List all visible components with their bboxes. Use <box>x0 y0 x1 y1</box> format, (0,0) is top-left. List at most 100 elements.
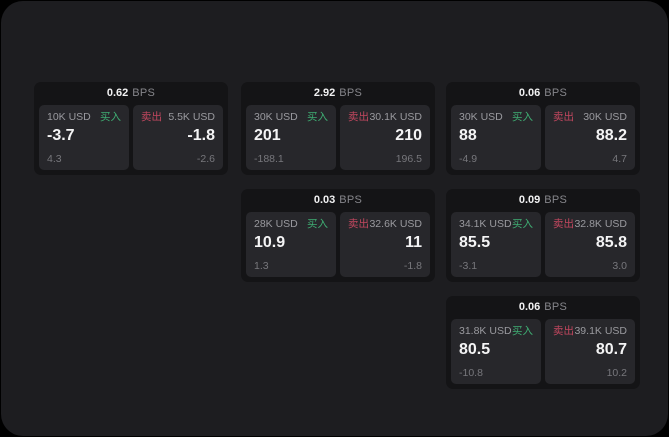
bps-value: 0.06 <box>518 87 541 99</box>
sell-panel[interactable]: 卖出 30.1K USD 210 196.5 <box>340 105 430 170</box>
buy-value: 85.5 <box>459 233 491 251</box>
buy-tag: 买入 <box>100 111 121 123</box>
sell-panel-header: 卖出 32.6K USD <box>348 219 422 230</box>
buy-value: 201 <box>254 126 281 144</box>
quote-card: 0.09 BPS 34.1K USD 买入 85.5 -3.1 卖出 32.8K… <box>446 189 640 282</box>
sell-panel-header: 卖出 32.8K USD <box>553 219 627 230</box>
buy-amount: 28K USD <box>254 218 298 230</box>
buy-delta: -3.1 <box>459 259 478 272</box>
quote-panels: 30K USD 买入 201 -188.1 卖出 30.1K USD 210 1… <box>246 105 430 170</box>
buy-amount: 30K USD <box>459 111 503 123</box>
buy-panel[interactable]: 10K USD 买入 -3.7 4.3 <box>39 105 129 170</box>
sell-value: 80.7 <box>595 340 627 358</box>
bps-header: 0.03 BPS <box>246 189 430 212</box>
sell-panel[interactable]: 卖出 32.6K USD 11 -1.8 <box>340 212 430 277</box>
buy-amount: 31.8K USD <box>459 325 512 337</box>
sell-panel[interactable]: 卖出 39.1K USD 80.7 10.2 <box>545 319 635 384</box>
sell-tag: 卖出 <box>141 111 162 123</box>
quote-panels: 10K USD 买入 -3.7 4.3 卖出 5.5K USD -1.8 -2.… <box>39 105 223 170</box>
sell-tag: 卖出 <box>553 218 574 230</box>
buy-value: 88 <box>459 126 477 144</box>
buy-delta: -188.1 <box>254 152 284 165</box>
bps-value: 0.03 <box>313 194 336 206</box>
sell-panel[interactable]: 卖出 5.5K USD -1.8 -2.6 <box>133 105 223 170</box>
buy-panel[interactable]: 28K USD 买入 10.9 1.3 <box>246 212 336 277</box>
buy-panel[interactable]: 30K USD 买入 201 -188.1 <box>246 105 336 170</box>
sell-value: 11 <box>405 233 422 251</box>
sell-amount: 32.8K USD <box>574 218 627 230</box>
bps-header: 2.92 BPS <box>246 82 430 105</box>
sell-tag: 卖出 <box>348 111 369 123</box>
bps-value: 0.62 <box>106 87 129 99</box>
sell-delta: 196.5 <box>395 152 422 165</box>
sell-panel[interactable]: 卖出 32.8K USD 85.8 3.0 <box>545 212 635 277</box>
sell-tag: 卖出 <box>553 111 574 123</box>
quote-panels: 30K USD 买入 88 -4.9 卖出 30K USD 88.2 4.7 <box>451 105 635 170</box>
quote-card: 2.92 BPS 30K USD 买入 201 -188.1 卖出 30.1K … <box>241 82 435 175</box>
sell-panel-header: 卖出 30K USD <box>553 112 627 123</box>
sell-amount: 30.1K USD <box>369 111 422 123</box>
buy-delta: -4.9 <box>459 152 478 165</box>
buy-panel-header: 31.8K USD 买入 <box>459 326 533 337</box>
buy-delta: -10.8 <box>459 366 483 379</box>
sell-panel-header: 卖出 30.1K USD <box>348 112 422 123</box>
sell-value: 210 <box>395 126 422 144</box>
bps-suffix: BPS <box>339 194 363 206</box>
buy-panel[interactable]: 31.8K USD 买入 80.5 -10.8 <box>451 319 541 384</box>
bps-header: 0.06 BPS <box>451 296 635 319</box>
sell-value: -1.8 <box>187 126 215 144</box>
bps-suffix: BPS <box>544 301 568 313</box>
buy-tag: 买入 <box>512 111 533 123</box>
quote-panels: 28K USD 买入 10.9 1.3 卖出 32.6K USD 11 -1.8 <box>246 212 430 277</box>
buy-amount: 30K USD <box>254 111 298 123</box>
sell-amount: 32.6K USD <box>369 218 422 230</box>
sell-delta: 4.7 <box>612 152 627 165</box>
buy-tag: 买入 <box>512 218 533 230</box>
buy-tag: 买入 <box>307 218 328 230</box>
bps-suffix: BPS <box>132 87 156 99</box>
bps-header: 0.06 BPS <box>451 82 635 105</box>
sell-panel-header: 卖出 39.1K USD <box>553 326 627 337</box>
bps-value: 2.92 <box>313 87 336 99</box>
buy-panel-header: 28K USD 买入 <box>254 219 328 230</box>
sell-amount: 30K USD <box>583 111 627 123</box>
buy-tag: 买入 <box>512 325 533 337</box>
sell-amount: 39.1K USD <box>574 325 627 337</box>
sell-tag: 卖出 <box>553 325 574 337</box>
sell-delta: -1.8 <box>403 259 422 272</box>
sell-panel-header: 卖出 5.5K USD <box>141 112 215 123</box>
bps-header: 0.09 BPS <box>451 189 635 212</box>
buy-value: 10.9 <box>254 233 286 251</box>
sell-panel[interactable]: 卖出 30K USD 88.2 4.7 <box>545 105 635 170</box>
buy-panel-header: 10K USD 买入 <box>47 112 121 123</box>
buy-delta: 1.3 <box>254 259 269 272</box>
buy-tag: 买入 <box>307 111 328 123</box>
quote-card: 0.06 BPS 30K USD 买入 88 -4.9 卖出 30K USD 8… <box>446 82 640 175</box>
bps-value: 0.09 <box>518 194 541 206</box>
sell-delta: 10.2 <box>606 366 627 379</box>
bps-suffix: BPS <box>544 194 568 206</box>
sell-delta: 3.0 <box>612 259 627 272</box>
sell-value: 88.2 <box>595 126 627 144</box>
buy-delta: 4.3 <box>47 152 62 165</box>
buy-amount: 34.1K USD <box>459 218 512 230</box>
buy-panel[interactable]: 30K USD 买入 88 -4.9 <box>451 105 541 170</box>
sell-tag: 卖出 <box>348 218 369 230</box>
quote-card: 0.06 BPS 31.8K USD 买入 80.5 -10.8 卖出 39.1… <box>446 296 640 389</box>
quote-card: 0.03 BPS 28K USD 买入 10.9 1.3 卖出 32.6K US… <box>241 189 435 282</box>
buy-panel-header: 34.1K USD 买入 <box>459 219 533 230</box>
bps-value: 0.06 <box>518 301 541 313</box>
sell-amount: 5.5K USD <box>168 111 215 123</box>
quote-panels: 34.1K USD 买入 85.5 -3.1 卖出 32.8K USD 85.8… <box>451 212 635 277</box>
buy-panel[interactable]: 34.1K USD 买入 85.5 -3.1 <box>451 212 541 277</box>
buy-panel-header: 30K USD 买入 <box>254 112 328 123</box>
sell-delta: -2.6 <box>196 152 215 165</box>
bps-suffix: BPS <box>339 87 363 99</box>
quote-card: 0.62 BPS 10K USD 买入 -3.7 4.3 卖出 5.5K USD… <box>34 82 228 175</box>
buy-amount: 10K USD <box>47 111 91 123</box>
sell-value: 85.8 <box>595 233 627 251</box>
bps-header: 0.62 BPS <box>39 82 223 105</box>
bps-suffix: BPS <box>544 87 568 99</box>
quote-panels: 31.8K USD 买入 80.5 -10.8 卖出 39.1K USD 80.… <box>451 319 635 384</box>
